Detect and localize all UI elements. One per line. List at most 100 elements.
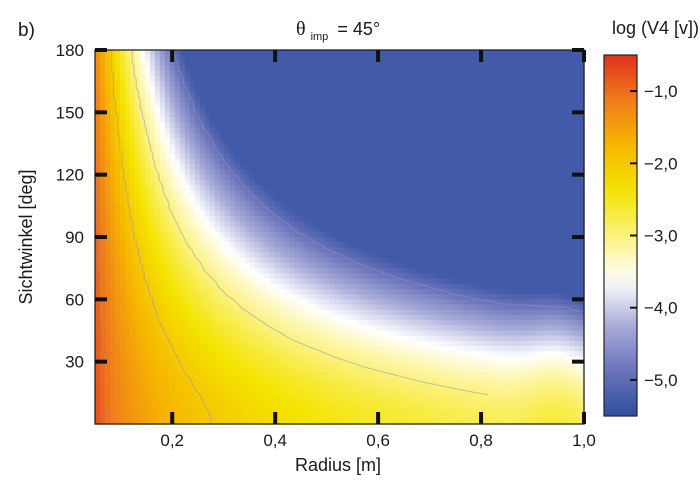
heatmap-cell (509, 117, 515, 124)
heatmap-cell (319, 55, 326, 61)
heatmap-cell (129, 257, 136, 264)
heatmap-cell (209, 153, 216, 160)
heatmap-cell (399, 159, 405, 165)
heatmap-cell (514, 247, 520, 254)
heatmap-cell (234, 148, 241, 155)
heatmap-cell (364, 205, 371, 212)
heatmap-cell (129, 247, 136, 254)
heatmap-cell (239, 169, 246, 176)
heatmap-cell (369, 133, 376, 139)
heatmap-cell (229, 153, 236, 160)
heatmap-cell (549, 231, 555, 238)
heatmap-cell (444, 309, 450, 316)
heatmap-cell (404, 309, 410, 316)
heatmap-cell (384, 252, 390, 259)
heatmap-cell (209, 299, 216, 306)
heatmap-cell (379, 159, 386, 165)
heatmap-cell (394, 231, 400, 238)
heatmap-cell (364, 211, 371, 217)
heatmap-cell (439, 283, 445, 290)
heatmap-cell (169, 65, 176, 72)
heatmap-cell (144, 226, 151, 233)
heatmap-cell (234, 96, 241, 103)
heatmap-cell (404, 185, 410, 191)
heatmap-cell (204, 101, 211, 108)
heatmap-cell (124, 226, 131, 233)
heatmap-cell (574, 55, 580, 61)
heatmap-cell (414, 268, 420, 274)
heatmap-cell (534, 75, 540, 82)
heatmap-cell (364, 112, 371, 119)
heatmap-cell (554, 200, 560, 207)
heatmap-cell (354, 242, 361, 248)
heatmap-cell (114, 294, 121, 300)
heatmap-cell (384, 242, 390, 248)
heatmap-cell (524, 273, 530, 280)
heatmap-cell (514, 252, 520, 259)
heatmap-cell (494, 304, 500, 311)
heatmap-cell (509, 226, 515, 233)
heatmap-cell (559, 174, 565, 181)
heatmap-cell (409, 65, 415, 72)
heatmap-cell (179, 60, 186, 67)
heatmap-cell (169, 226, 176, 233)
heatmap-cell (419, 252, 425, 259)
heatmap-cell (279, 221, 286, 228)
heatmap-cell (464, 288, 470, 295)
heatmap-cell (254, 288, 261, 295)
heatmap-cell (104, 231, 111, 238)
heatmap-cell (134, 216, 141, 223)
heatmap-cell (394, 273, 400, 280)
heatmap-cell (109, 117, 116, 124)
heatmap-cell (489, 117, 495, 124)
heatmap-cell (319, 101, 326, 108)
heatmap-cell (164, 257, 171, 264)
heatmap-cell (429, 169, 435, 176)
heatmap-cell (154, 278, 161, 285)
heatmap-cell (514, 257, 520, 264)
heatmap-cell (244, 133, 251, 139)
heatmap-cell (474, 226, 480, 233)
heatmap-cell (354, 231, 361, 238)
heatmap-cell (269, 101, 276, 108)
heatmap-cell (95, 174, 101, 181)
heatmap-cell (104, 91, 111, 98)
heatmap-cell (489, 96, 495, 103)
heatmap-cell (214, 288, 221, 295)
heatmap-cell (549, 226, 555, 233)
heatmap-cell (164, 179, 171, 186)
heatmap-cell (429, 205, 435, 212)
heatmap-cell (494, 262, 500, 269)
heatmap-cell (339, 262, 346, 269)
heatmap-cell (104, 65, 111, 72)
heatmap-cell (579, 288, 585, 295)
heatmap-cell (269, 86, 276, 93)
heatmap-cell (304, 70, 311, 77)
heatmap-cell (389, 247, 395, 254)
heatmap-cell (424, 101, 430, 108)
heatmap-cell (329, 174, 336, 181)
heatmap-cell (109, 185, 116, 191)
heatmap-cell (429, 70, 435, 77)
heatmap-cell (294, 159, 301, 165)
heatmap-cell (409, 133, 415, 139)
heatmap-cell (209, 242, 216, 248)
heatmap-cell (99, 164, 106, 171)
heatmap-cell (199, 288, 206, 295)
heatmap-cell (579, 299, 585, 306)
heatmap-cell (99, 174, 106, 181)
heatmap-cell (559, 138, 565, 145)
heatmap-cell (254, 65, 261, 72)
heatmap-cell (269, 205, 276, 212)
heatmap-cell (504, 153, 510, 160)
heatmap-cell (389, 169, 395, 176)
heatmap-cell (489, 283, 495, 290)
heatmap-cell (304, 138, 311, 145)
heatmap-cell (534, 247, 540, 254)
heatmap-cell (399, 195, 405, 202)
heatmap-cell (399, 242, 405, 248)
heatmap-cell (249, 216, 256, 223)
heatmap-cell (159, 231, 166, 238)
heatmap-cell (399, 96, 405, 103)
heatmap-cell (274, 200, 281, 207)
